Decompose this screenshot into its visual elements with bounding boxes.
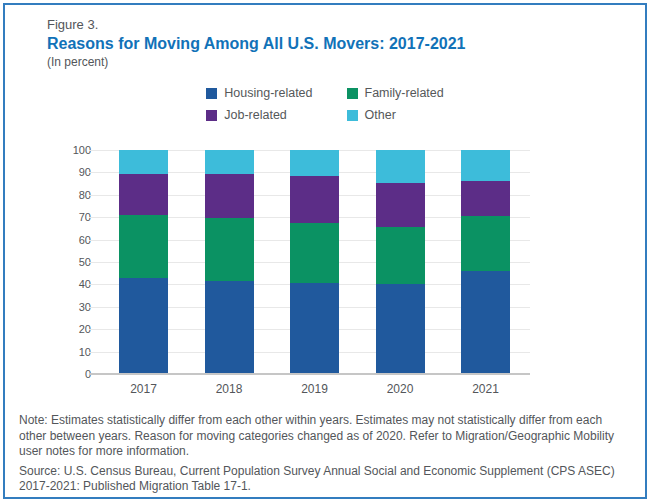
- bar-segment-family-related: [119, 215, 168, 278]
- bar-segment-family-related: [461, 216, 510, 271]
- legend-item-job-related: Job-related: [206, 109, 312, 122]
- x-axis-label: 2017: [119, 382, 168, 396]
- legend-label: Other: [365, 109, 396, 122]
- figure-footnotes: Note: Estimates statistically differ fro…: [19, 413, 631, 495]
- bar-segment-family-related: [290, 223, 339, 283]
- bar-segment-other: [290, 150, 339, 176]
- note-text: Note: Estimates statistically differ fro…: [19, 413, 631, 460]
- plot-area: [97, 150, 530, 374]
- bar-segment-housing-related: [461, 271, 510, 374]
- chart-legend: Housing-related Family-related Job-related…: [206, 87, 443, 122]
- bar-2019: [290, 150, 339, 374]
- legend-label: Job-related: [224, 109, 287, 122]
- x-axis-label: 2019: [290, 382, 339, 396]
- figure-number-label: Figure 3.: [47, 17, 645, 33]
- bar-segment-family-related: [376, 227, 425, 284]
- bar-segment-housing-related: [205, 281, 254, 374]
- bar-2017: [119, 150, 168, 374]
- legend-item-housing-related: Housing-related: [206, 87, 312, 100]
- bar-2020: [376, 150, 425, 374]
- legend-swatch-icon: [206, 110, 217, 121]
- x-axis-label: 2021: [461, 382, 510, 396]
- bar-segment-other: [119, 150, 168, 174]
- page-title: Reasons for Moving Among All U.S. Movers…: [47, 34, 645, 54]
- bar-segment-family-related: [205, 218, 254, 281]
- bar-segment-job-related: [205, 174, 254, 219]
- stacked-bar-chart: 0102030405060708090100 20172018201920202…: [61, 150, 645, 396]
- legend-item-family-related: Family-related: [347, 87, 444, 100]
- legend-swatch-icon: [347, 110, 358, 121]
- bar-segment-job-related: [119, 174, 168, 215]
- bar-segment-other: [205, 150, 254, 174]
- bar-segment-job-related: [290, 176, 339, 223]
- plot-outer: 2017 2018 2019 2020 2021: [97, 150, 530, 396]
- bar-segment-housing-related: [119, 278, 168, 374]
- figure-frame: Figure 3. Reasons for Moving Among All U…: [3, 3, 647, 499]
- bar-2021: [461, 150, 510, 374]
- x-axis-labels: 2017 2018 2019 2020 2021: [97, 382, 530, 396]
- bar-segment-housing-related: [290, 283, 339, 374]
- legend-label: Family-related: [365, 87, 444, 100]
- bar-2018: [205, 150, 254, 374]
- figure-header: Figure 3. Reasons for Moving Among All U…: [5, 5, 645, 70]
- bar-segment-housing-related: [376, 284, 425, 374]
- bar-segment-other: [461, 150, 510, 181]
- legend-label: Housing-related: [224, 87, 312, 100]
- legend-item-other: Other: [347, 109, 444, 122]
- bar-segment-other: [376, 150, 425, 182]
- bar-segment-job-related: [376, 183, 425, 228]
- legend-swatch-icon: [206, 88, 217, 99]
- x-axis-baseline: [89, 373, 530, 375]
- x-axis-label: 2020: [376, 382, 425, 396]
- bar-segment-job-related: [461, 181, 510, 216]
- figure-subtitle: (In percent): [47, 55, 645, 70]
- x-axis-label: 2018: [205, 382, 254, 396]
- legend-swatch-icon: [347, 88, 358, 99]
- source-text: Source: U.S. Census Bureau, Current Popu…: [19, 464, 631, 495]
